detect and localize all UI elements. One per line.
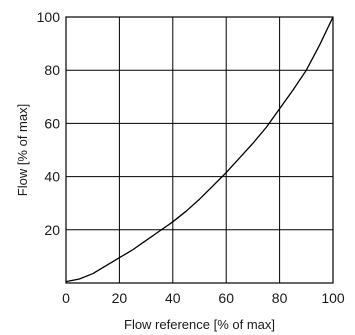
x-tick-label: 40 [165, 290, 181, 306]
plot-frame [65, 16, 334, 284]
x-tick-labels: 0 20 40 60 80 100 [62, 290, 345, 306]
y-tick-label: 20 [44, 222, 60, 238]
x-tick-label: 60 [218, 290, 234, 306]
y-tick-label: 60 [44, 115, 60, 131]
x-tick-label: 20 [112, 290, 128, 306]
x-tick-label: 0 [62, 290, 70, 306]
y-tick-label: 80 [44, 62, 60, 78]
x-axis-title: Flow reference [% of max] [124, 317, 275, 332]
grid [66, 17, 333, 283]
x-tick-label: 80 [272, 290, 288, 306]
y-tick-label: 100 [37, 9, 61, 25]
series-line [65, 16, 334, 283]
y-axis-title: Flow [% of max] [15, 104, 30, 196]
x-tick-label: 100 [321, 290, 345, 306]
y-tick-labels: 20 40 60 80 100 [37, 9, 61, 238]
series-layer [65, 16, 334, 283]
y-tick-label: 40 [44, 169, 60, 185]
